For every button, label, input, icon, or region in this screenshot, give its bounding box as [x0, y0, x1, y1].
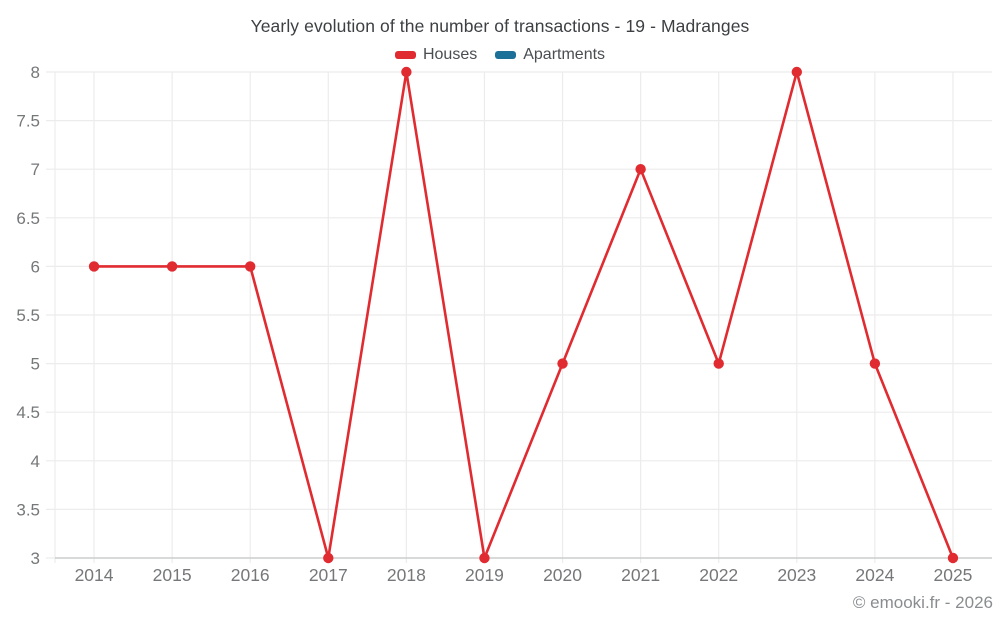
y-tick-label: 3.5 [16, 500, 40, 519]
houses-data-point[interactable] [557, 358, 568, 369]
y-tick-label: 8 [31, 63, 40, 82]
x-tick-label: 2022 [699, 565, 738, 585]
houses-data-point[interactable] [88, 261, 100, 272]
houses-legend-label: Houses [422, 46, 478, 63]
chart-title: Yearly evolution of the number of transa… [250, 16, 750, 36]
houses-data-point[interactable] [713, 358, 724, 369]
x-tick-label: 2018 [387, 565, 426, 585]
legend: Houses Apartments [0, 46, 1000, 64]
houses-data-point[interactable] [791, 66, 802, 78]
x-tick-label: 2021 [621, 565, 660, 585]
y-tick-label: 7.5 [16, 112, 40, 131]
legend-item-houses[interactable]: Houses [394, 46, 478, 64]
x-tick-label: 2023 [777, 565, 816, 585]
apartments-legend-label: Apartments [523, 46, 606, 63]
y-tick-label: 4 [31, 452, 40, 471]
houses-data-point[interactable] [245, 261, 256, 272]
houses-data-point[interactable] [479, 552, 490, 564]
houses-data-point[interactable] [323, 552, 334, 564]
y-tick-label: 5 [31, 355, 40, 374]
x-tick-label: 2024 [855, 565, 894, 585]
houses-data-point[interactable] [166, 261, 178, 272]
houses-data-point[interactable] [635, 164, 646, 175]
x-tick-label: 2017 [309, 565, 348, 585]
y-tick-label: 3 [31, 549, 40, 568]
legend-item-apartments[interactable]: Apartments [495, 46, 605, 64]
y-tick-label: 7 [31, 160, 40, 179]
y-tick-label: 5.5 [16, 306, 40, 325]
y-tick-label: 4.5 [16, 403, 40, 422]
x-tick-label: 2019 [465, 565, 504, 585]
houses-data-point[interactable] [947, 552, 959, 564]
houses-data-point[interactable] [401, 66, 412, 78]
houses-series-line [92, 70, 955, 560]
y-tick-label: 6.5 [16, 209, 40, 228]
x-tick-label: 2020 [543, 565, 582, 585]
x-tick-label: 2015 [153, 565, 192, 585]
x-tick-label: 2014 [75, 565, 114, 585]
y-tick-label: 6 [31, 257, 40, 276]
houses-data-point[interactable] [869, 358, 881, 369]
x-tick-label: 2025 [933, 565, 972, 585]
houses-legend-swatch [394, 51, 416, 59]
apartments-legend-swatch [495, 51, 517, 59]
x-tick-label: 2016 [231, 565, 270, 585]
footer-credit: © emooki.fr - 2026 [852, 593, 993, 612]
